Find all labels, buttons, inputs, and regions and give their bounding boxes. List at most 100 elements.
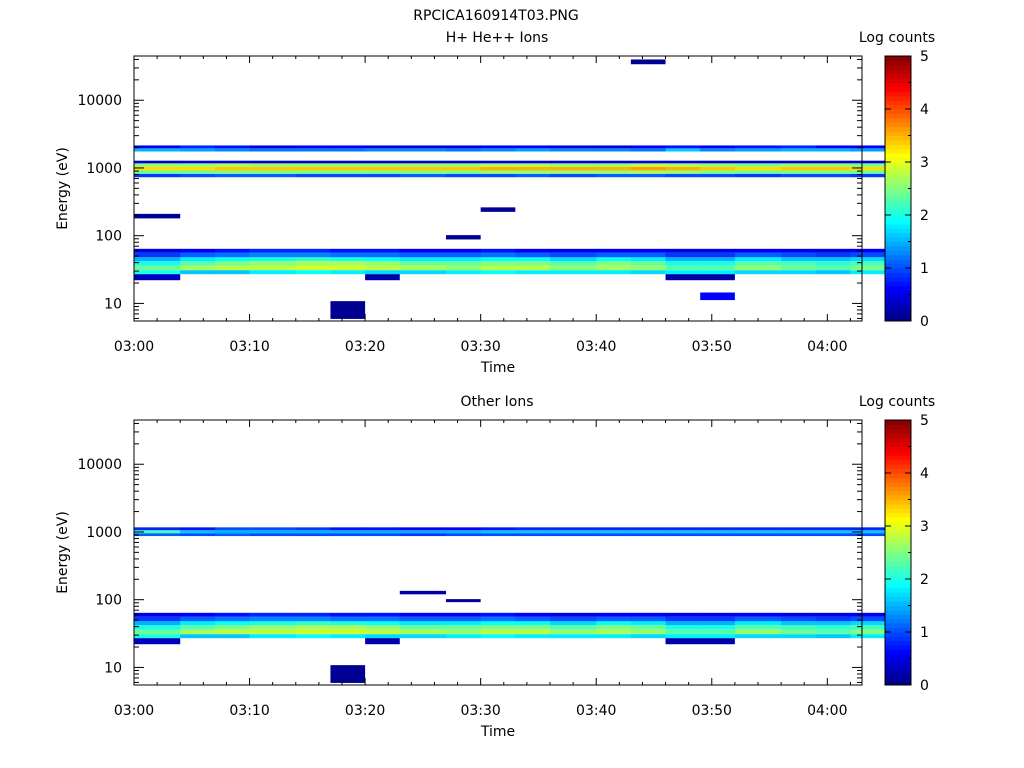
x-tick-label: 03:20 (345, 339, 385, 355)
panel-title: Other Ions (460, 394, 533, 410)
colorbar-tick-label: 3 (920, 519, 929, 535)
colorbar-segment (885, 499, 911, 505)
heatmap-cell (596, 265, 632, 271)
colorbar-segment (885, 636, 911, 642)
heatmap-cell (550, 530, 597, 534)
heatmap-cell (781, 148, 817, 152)
colorbar-segment (885, 166, 911, 172)
heatmap-cell (480, 163, 516, 167)
heatmap-cell (249, 166, 297, 171)
heatmap-cell (214, 621, 250, 626)
x-tick-label: 03:40 (576, 339, 616, 355)
heatmap-cell (180, 166, 216, 171)
heatmap-cell (480, 621, 516, 626)
colorbar-segment (885, 135, 911, 141)
heatmap-cell (134, 170, 181, 174)
heatmap-cell (295, 160, 331, 164)
heatmap-cell (249, 270, 297, 275)
colorbar: 0 1 2 3 4 5 Log counts (859, 30, 935, 330)
heatmap-cell (515, 625, 551, 630)
heatmap-cell (295, 248, 331, 253)
heatmap-cell (850, 530, 889, 534)
colorbar-segment (885, 640, 911, 646)
heatmap-cell (630, 173, 666, 178)
heatmap-cell (134, 638, 181, 645)
heatmap-cell (630, 145, 666, 149)
heatmap-cell (515, 257, 551, 262)
colorbar-segment (885, 473, 911, 478)
heatmap-cell (134, 270, 181, 275)
colorbar-segment (885, 268, 911, 273)
heatmap-cell (781, 621, 817, 626)
heatmap-cell (249, 248, 297, 253)
heatmap-cell (480, 261, 516, 266)
heatmap-cell (550, 160, 597, 164)
heatmap-cell (815, 634, 851, 639)
heatmap-cell (550, 527, 597, 531)
heatmap-cell (630, 533, 666, 537)
heatmap-cell (515, 530, 551, 534)
heatmap-cell (596, 621, 632, 626)
heatmap-cell (596, 252, 632, 258)
colorbar-segment (885, 192, 911, 198)
y-tick-label: 10 (104, 296, 122, 312)
heatmap-cell (781, 530, 817, 534)
colorbar-segment (885, 512, 911, 518)
heatmap-cell (180, 530, 216, 534)
heatmap-cell (249, 163, 297, 167)
heatmap-cell (295, 612, 331, 617)
heatmap-cell (249, 170, 297, 174)
colorbar-segment (885, 82, 911, 88)
heatmap-cell (180, 145, 216, 149)
heatmap-cell (515, 270, 551, 275)
heatmap-cell (550, 612, 597, 617)
heatmap-cell (446, 173, 481, 178)
heatmap-cell (665, 612, 701, 617)
heatmap-cell (295, 148, 331, 152)
heatmap-cell (330, 265, 366, 271)
heatmap-cell (665, 160, 701, 164)
colorbar-segment (885, 680, 911, 686)
heatmap-cell (665, 270, 701, 275)
heatmap-cell (180, 257, 216, 262)
heatmap-cell (446, 616, 481, 622)
heatmap-cell (665, 533, 701, 537)
colorbar-segment (885, 662, 911, 668)
heatmap-cell (665, 261, 701, 266)
heatmap-cell (446, 621, 481, 626)
heatmap-cell (214, 616, 250, 622)
x-tick-label: 03:10 (229, 703, 269, 719)
y-axis: 10 100 1000 10000 (77, 58, 862, 319)
colorbar-segment (885, 539, 911, 545)
colorbar-tick-label: 1 (920, 625, 929, 641)
heatmap-cells (134, 59, 889, 319)
heatmap-cell (480, 270, 516, 275)
heatmap-cell (515, 148, 551, 152)
heatmap-cell (365, 625, 401, 630)
colorbar-segment (885, 455, 911, 461)
heatmap-cell (665, 148, 701, 152)
heatmap-cell (249, 527, 297, 531)
heatmap-cell (134, 625, 181, 630)
colorbar-segment (885, 490, 911, 496)
heatmap-cell (850, 173, 889, 178)
colorbar-segment (885, 592, 911, 598)
colorbar-segment (885, 95, 911, 101)
heatmap-cell (446, 265, 481, 271)
heatmap-cell (214, 248, 250, 253)
heatmap-cell (446, 163, 481, 167)
heatmap-cell (446, 599, 481, 603)
colorbar-segment (885, 437, 911, 443)
heatmap-cell (214, 148, 250, 152)
colorbar-segment (885, 627, 911, 633)
heatmap-cell (295, 257, 331, 262)
heatmap-cell (815, 527, 851, 531)
heatmap-cell (700, 621, 736, 626)
heatmap-cell (134, 145, 181, 149)
heatmap-cell (781, 160, 817, 164)
colorbar-segment (885, 157, 911, 163)
heatmap-cell (295, 533, 331, 537)
heatmap-cell (295, 527, 331, 531)
colorbar-segment (885, 579, 911, 584)
colorbar-segment (885, 294, 911, 300)
